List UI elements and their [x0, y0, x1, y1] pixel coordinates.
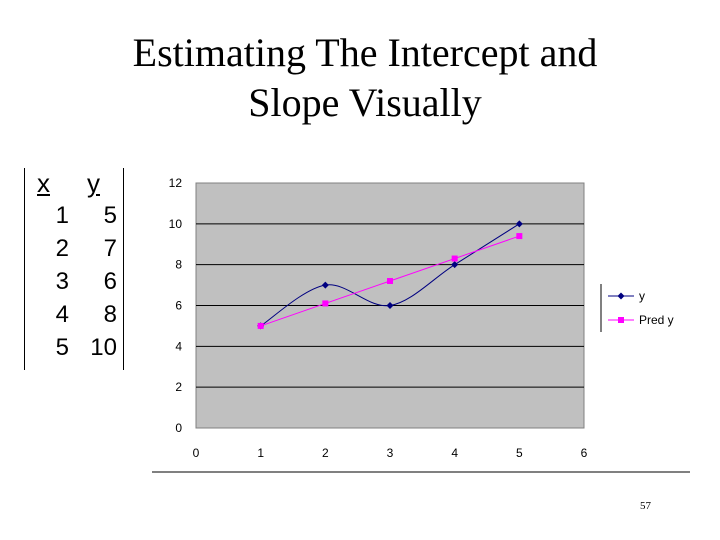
table-header-y: y	[87, 168, 100, 198]
data-point-y-4	[451, 261, 459, 269]
table-header-x: x	[37, 168, 50, 198]
data-table: x y 1 5 2 7 3 6 4 8 5 10	[24, 168, 124, 370]
y-tick-label-8: 8	[175, 258, 182, 272]
title-line-1: Estimating The Intercept and	[132, 30, 598, 75]
table-cell-y-4: 8	[103, 301, 117, 328]
x-axis-tick-labels: 0 1 2 3 4 5 6	[193, 446, 588, 460]
table-cell-y-2: 7	[103, 235, 117, 262]
y-tick-label-4: 4	[175, 339, 182, 353]
table-cell-x-1: 1	[55, 202, 69, 229]
y-tick-label-2: 2	[175, 380, 182, 394]
table-cell-x-2: 2	[55, 235, 69, 262]
data-point-y-2	[321, 281, 329, 289]
y-axis-tick-labels: 0 2 4 6 8 10 12	[169, 176, 183, 435]
y-tick-label-10: 10	[169, 217, 183, 231]
page-number: 57	[640, 500, 651, 512]
data-point-pred-y-4	[451, 255, 458, 262]
title-line-2: Slope Visually	[248, 80, 482, 125]
gridlines	[196, 223, 584, 388]
x-tick-label-0: 0	[193, 446, 200, 460]
x-tick-label-6: 6	[581, 446, 588, 460]
y-tick-label-0: 0	[175, 421, 182, 435]
x-tick-label-1: 1	[257, 446, 264, 460]
series-line-pred-y	[260, 235, 520, 327]
legend: y Pred y	[600, 284, 674, 332]
table-cell-y-1: 5	[103, 202, 117, 229]
legend-label-y: y	[639, 289, 645, 303]
table-cell-x-3: 3	[55, 268, 69, 295]
data-point-y-5	[515, 220, 523, 228]
x-tick-label-3: 3	[387, 446, 394, 460]
table-cell-x-5: 5	[55, 334, 69, 361]
legend-marker-y	[617, 292, 625, 300]
data-point-y-1	[257, 322, 265, 330]
table-cell-y-5: 10	[90, 334, 117, 361]
data-point-pred-y-2	[322, 300, 329, 307]
data-point-y-3	[386, 302, 394, 309]
x-tick-label-5: 5	[516, 446, 523, 460]
plot-area	[195, 182, 585, 429]
data-point-pred-y-5	[516, 233, 523, 240]
table-cell-y-3: 6	[103, 268, 117, 295]
legend-marker-pred-y	[618, 317, 624, 323]
slide-title: Estimating The Intercept and Slope Visua…	[60, 28, 670, 128]
table-cell-x-4: 4	[55, 301, 69, 328]
x-tick-label-2: 2	[322, 446, 329, 460]
legend-label-pred-y: Pred y	[639, 313, 674, 327]
y-tick-label-6: 6	[175, 299, 182, 313]
series-layer	[257, 220, 523, 330]
data-point-pred-y-1	[257, 322, 264, 329]
y-tick-label-12: 12	[169, 176, 183, 190]
x-tick-label-4: 4	[451, 446, 458, 460]
data-point-pred-y-3	[387, 278, 393, 284]
series-line-y	[260, 223, 520, 327]
